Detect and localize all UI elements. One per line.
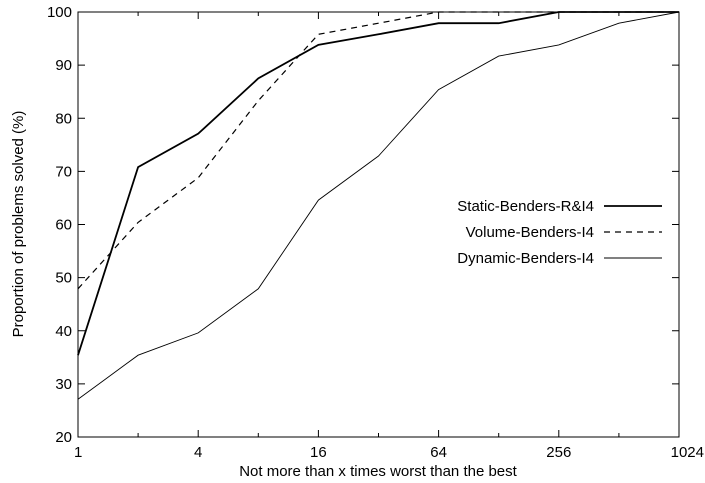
series-line-3	[77, 11, 680, 400]
series-line-1	[77, 11, 679, 356]
legend: Static-Benders-R&I4 Volume-Benders-I4 Dyna…	[457, 198, 662, 267]
x-tick-label: 64	[430, 444, 447, 461]
y-tick-label: 80	[55, 110, 72, 127]
series-line-2	[77, 11, 679, 290]
y-axis: 20 30 40 50 60 70 80 90 100	[47, 4, 679, 446]
x-tick-label: 16	[310, 444, 327, 461]
y-tick-label: 30	[55, 376, 72, 393]
y-tick-label: 90	[55, 57, 72, 74]
y-tick-label: 100	[47, 4, 72, 21]
series-lines	[77, 11, 680, 400]
y-tick-label: 50	[55, 270, 72, 287]
x-axis: 1 4 16 64 256 1024	[74, 12, 704, 461]
y-axis-label: Proportion of problems solved (%)	[10, 111, 27, 338]
y-tick-label: 70	[55, 163, 72, 180]
x-tick-label: 1	[74, 444, 82, 461]
legend-label-1: Static-Benders-R&I4	[457, 198, 594, 215]
y-tick-label: 60	[55, 217, 72, 234]
legend-label-2: Volume-Benders-I4	[466, 224, 594, 241]
x-tick-label: 256	[546, 444, 571, 461]
x-tick-label: 1024	[671, 444, 704, 461]
x-axis-label: Not more than x times worst than the bes…	[239, 463, 517, 480]
y-tick-label: 40	[55, 323, 72, 340]
x-tick-label: 4	[194, 444, 202, 461]
legend-label-3: Dynamic-Benders-I4	[457, 250, 594, 267]
y-tick-label: 20	[55, 429, 72, 446]
